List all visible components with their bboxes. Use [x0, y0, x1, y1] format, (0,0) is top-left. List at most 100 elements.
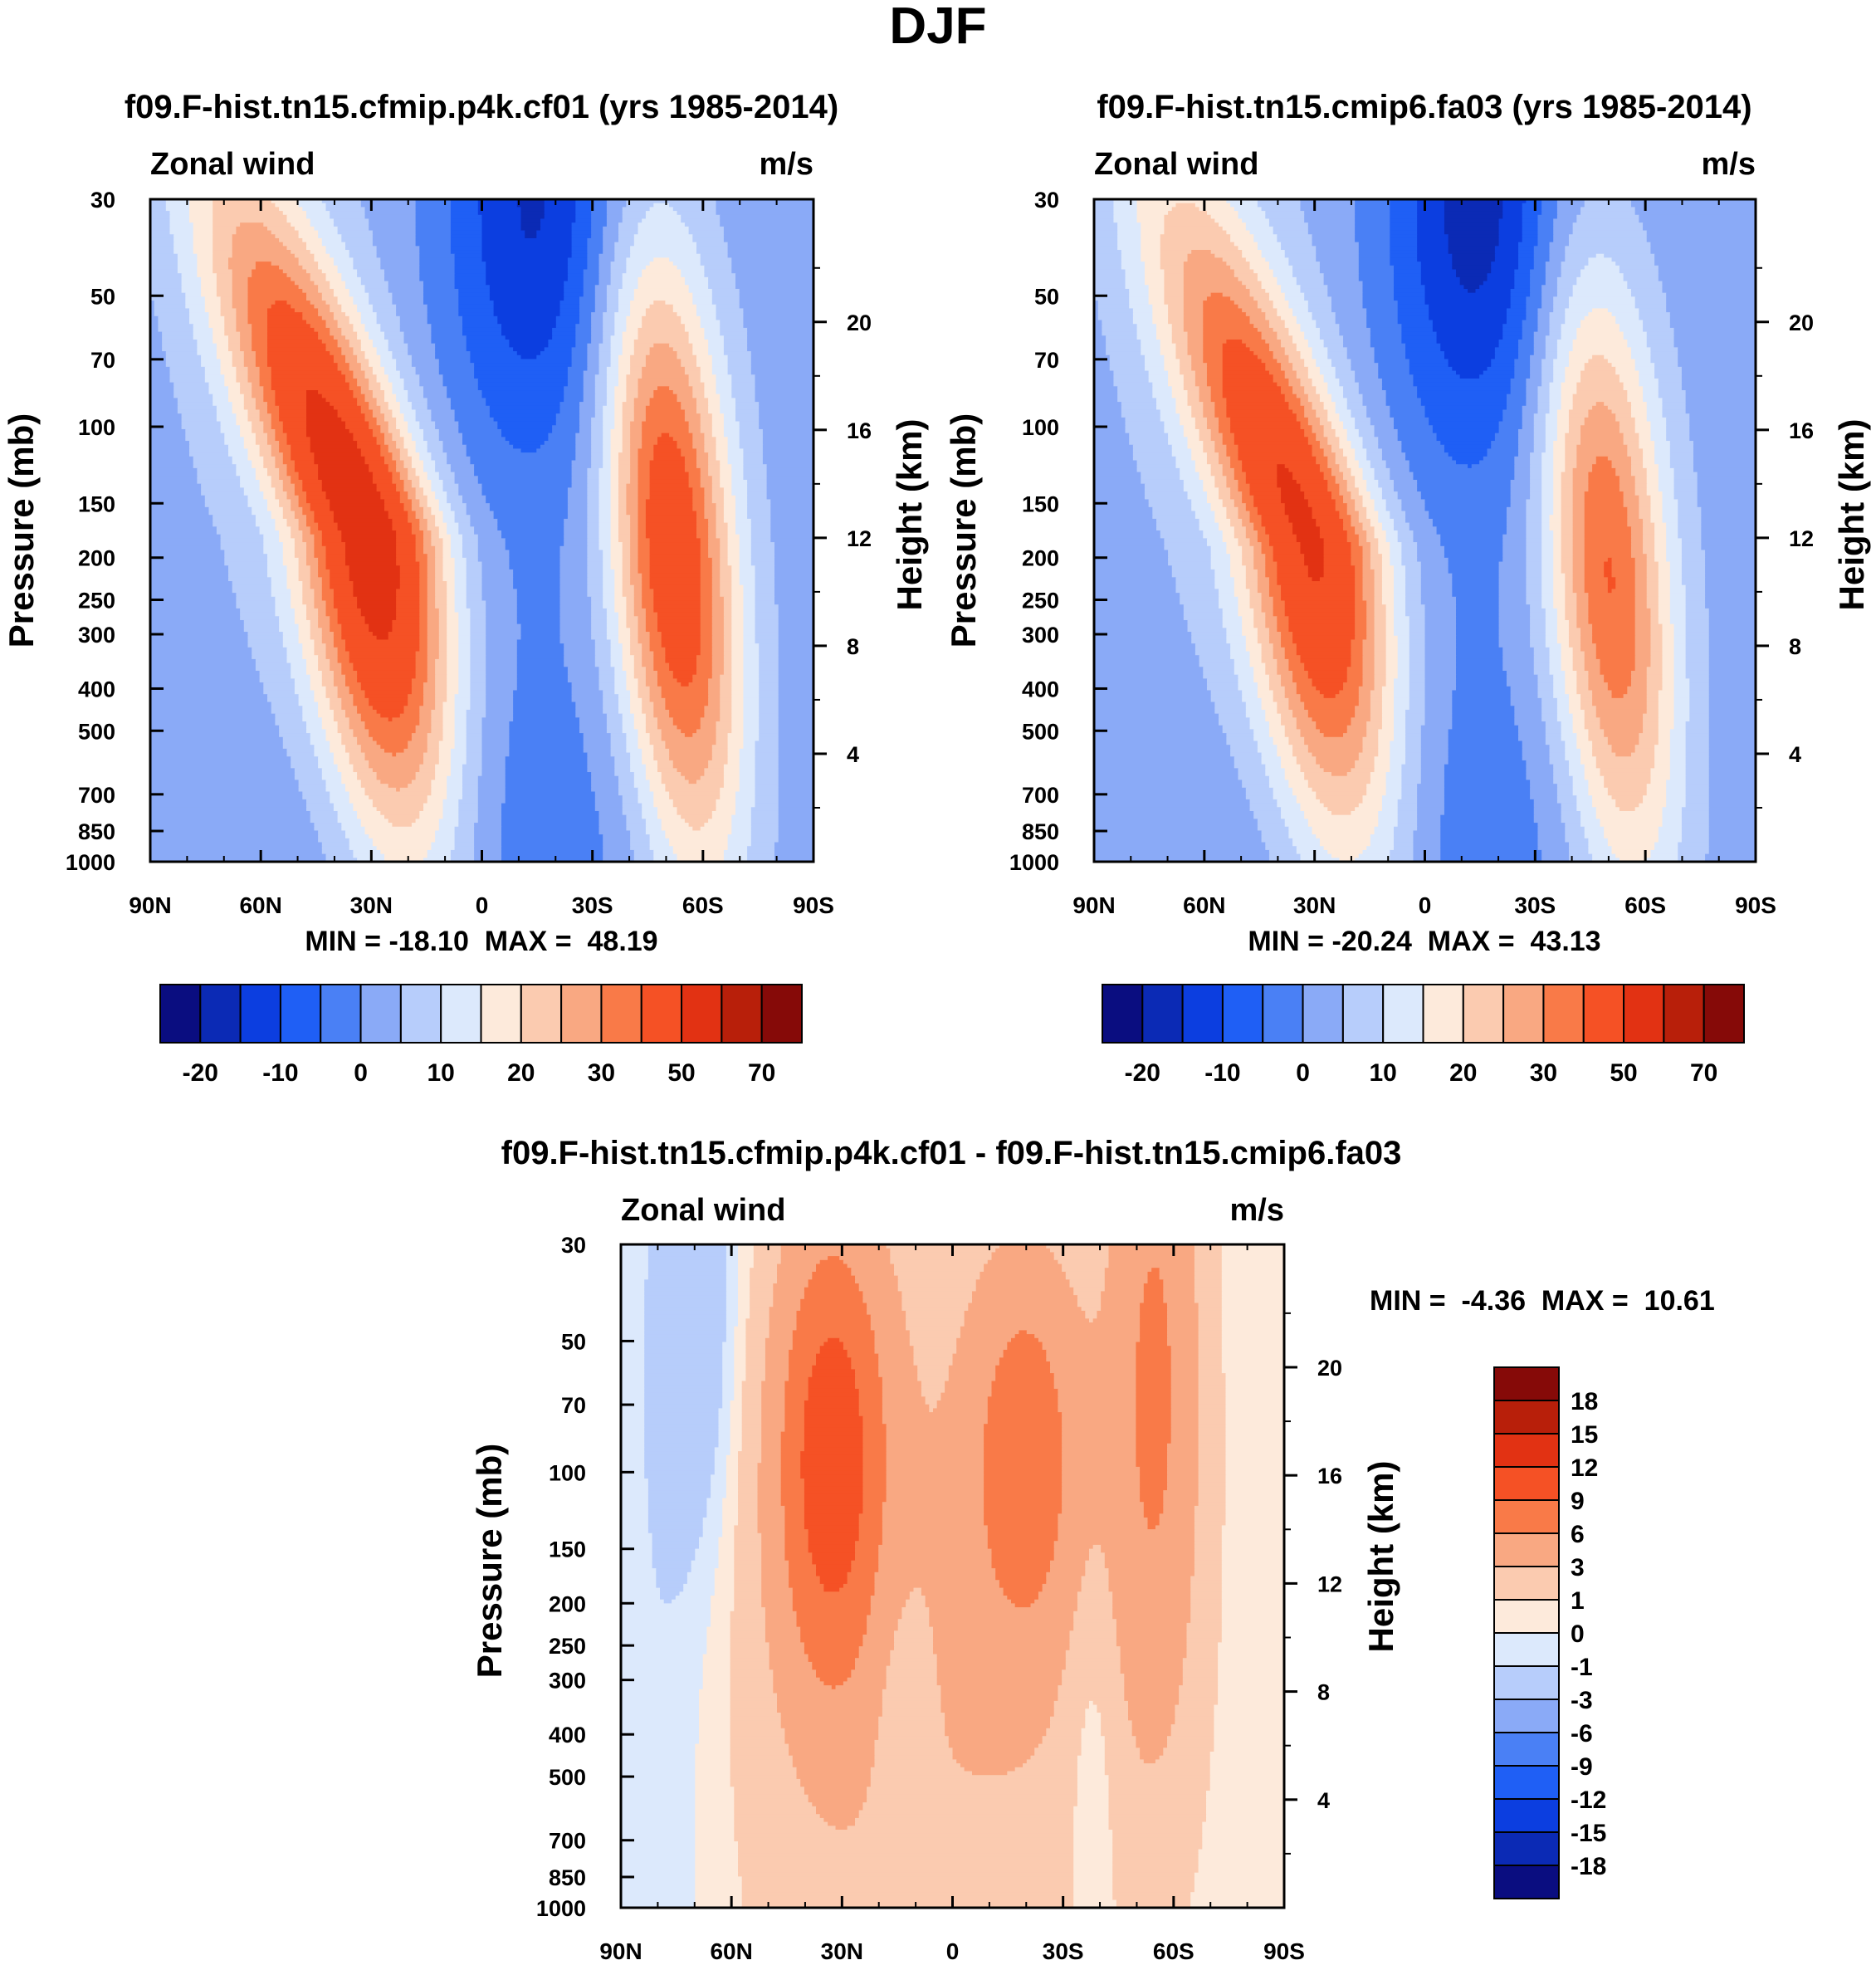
contour-cell	[638, 511, 647, 516]
contour-cell	[489, 405, 561, 411]
contour-cell	[700, 608, 713, 613]
contour-cell	[388, 632, 420, 637]
contour-cell	[610, 736, 628, 742]
contour-cell	[415, 538, 424, 543]
contour-cell	[193, 246, 213, 251]
contour-cell	[591, 448, 603, 453]
contour-cell	[700, 604, 713, 609]
contour-cell	[447, 694, 456, 699]
contour-cell	[271, 452, 284, 457]
contour-cell	[216, 273, 233, 278]
colorbar-box	[681, 984, 723, 1044]
contour-cell	[325, 853, 354, 858]
contour-cell	[408, 491, 417, 496]
contour-cell	[603, 550, 612, 555]
contour-cell	[591, 787, 619, 793]
contour-cell	[263, 491, 276, 496]
contour-cell	[333, 604, 358, 609]
contour-cell	[630, 706, 642, 711]
contour-cell	[435, 565, 444, 570]
contour-cell	[247, 452, 261, 457]
contour-cell	[723, 628, 732, 633]
contour-cell	[672, 799, 717, 804]
contour-cell	[501, 324, 557, 329]
contour-cell	[618, 526, 631, 531]
contour-cell	[677, 211, 717, 216]
contour-cell	[750, 554, 775, 559]
contour-cell	[727, 522, 736, 527]
contour-cell	[474, 366, 569, 372]
contour-cell	[388, 464, 397, 469]
contour-cell	[388, 378, 405, 384]
contour-cell	[267, 561, 284, 566]
contour-cell	[321, 542, 346, 547]
contour-cell	[630, 359, 647, 364]
contour-cell	[454, 736, 467, 742]
contour-cell	[716, 729, 732, 734]
contour-cell	[454, 838, 475, 843]
contour-cell	[626, 604, 635, 609]
contour-cell	[723, 347, 748, 352]
contour-cell	[353, 581, 401, 586]
contour-cell	[633, 237, 693, 243]
contour-cell	[603, 312, 615, 317]
contour-cell	[755, 604, 779, 609]
contour-cell	[454, 709, 467, 715]
contour-cell	[513, 584, 561, 590]
contour-cell	[606, 301, 619, 306]
contour-cell	[727, 534, 740, 540]
contour-cell	[454, 713, 467, 719]
contour-cell	[622, 717, 635, 722]
contour-cell	[306, 542, 315, 547]
contour-cell	[774, 565, 813, 570]
contour-cell	[403, 487, 417, 492]
contour-cell	[505, 760, 589, 765]
contour-cell	[318, 764, 339, 770]
contour-cell	[711, 756, 729, 761]
contour-cell	[633, 717, 647, 722]
contour-cell	[610, 647, 623, 653]
contour-cell	[610, 658, 623, 664]
contour-cell	[454, 265, 486, 271]
contour-cell	[486, 604, 518, 609]
contour-cell	[216, 292, 233, 298]
contour-cell	[150, 830, 319, 835]
contour-cell	[1175, 203, 1196, 208]
contour-cell	[403, 444, 417, 450]
contour-cell	[380, 448, 389, 453]
contour-cell	[403, 748, 428, 754]
contour-cell	[594, 662, 612, 667]
contour-cell	[481, 257, 569, 262]
contour-cell	[185, 433, 225, 438]
contour-cell	[606, 628, 619, 633]
contour-cell	[310, 222, 335, 227]
contour-cell	[415, 448, 428, 453]
contour-cell	[696, 452, 709, 457]
contour-cell	[723, 425, 740, 430]
contour-cell	[575, 437, 592, 442]
contour-cell	[567, 491, 589, 496]
colorbar-box	[359, 984, 402, 1044]
contour-cell	[739, 780, 756, 785]
contour-cell	[708, 534, 717, 540]
contour-cell	[618, 363, 631, 368]
contour-cell	[677, 853, 725, 858]
contour-cell	[778, 643, 813, 648]
contour-cell	[567, 374, 584, 379]
contour-cell	[1444, 218, 1500, 223]
contour-cell	[306, 402, 330, 407]
contour-cell	[435, 425, 459, 430]
contour-cell	[419, 589, 428, 594]
contour-cell	[458, 526, 475, 531]
contour-cell	[630, 628, 639, 633]
contour-cell	[559, 628, 592, 633]
contour-cell	[306, 499, 330, 504]
colorbar-box	[760, 984, 804, 1044]
contour-cell	[603, 331, 615, 336]
contour-cell	[364, 721, 420, 726]
contour-cell	[603, 581, 615, 586]
contour-cell	[1634, 207, 1756, 212]
contour-cell	[750, 826, 779, 832]
contour-cell	[454, 733, 467, 738]
contour-cell	[447, 658, 459, 664]
